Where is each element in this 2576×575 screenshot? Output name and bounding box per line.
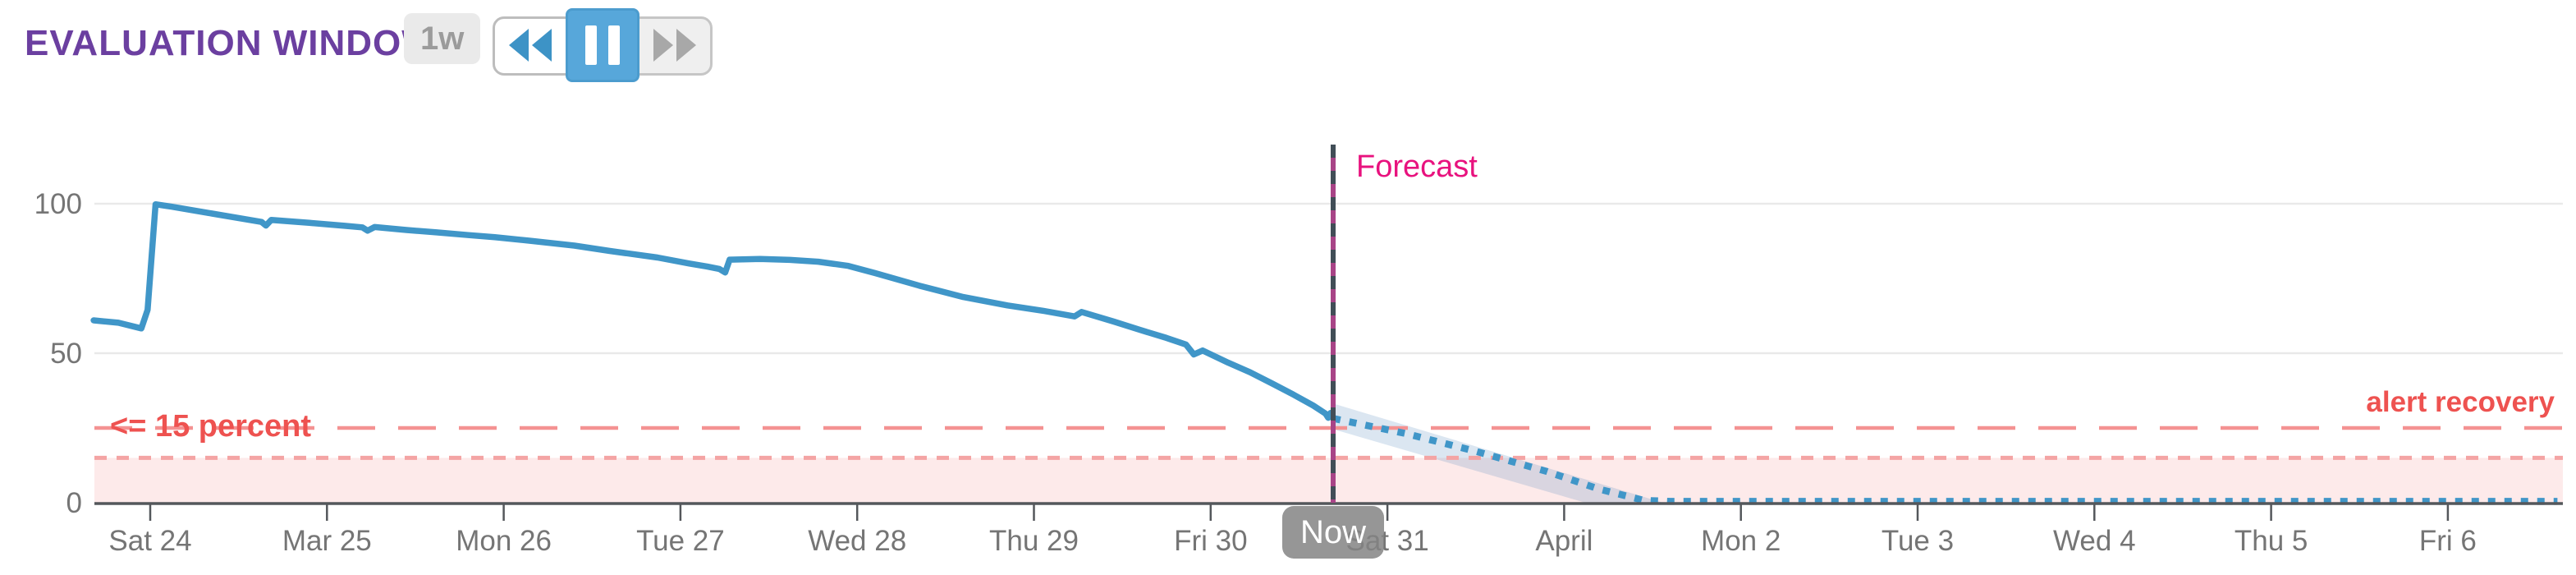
rewind-button[interactable] — [493, 16, 568, 76]
x-tick-label-0: Sat 24 — [108, 525, 191, 557]
y-tick-label-0: 0 — [66, 487, 82, 519]
history-line-series — [90, 200, 1336, 422]
fast-forward-icon — [651, 25, 699, 67]
x-tick-label-13: Fri 6 — [2419, 525, 2477, 557]
x-tick-label-3: Tue 27 — [636, 525, 725, 557]
evaluation-window-title: EVALUATION WINDOW — [25, 23, 437, 63]
pause-icon — [585, 25, 620, 65]
x-tick-label-6: Fri 30 — [1174, 525, 1247, 557]
x-tick-label-11: Wed 4 — [2053, 525, 2136, 557]
alert-zone-fill — [94, 458, 2563, 503]
y-tick-label-50: 50 — [50, 338, 82, 370]
x-tick-label-5: Thu 29 — [989, 525, 1079, 557]
alert-recovery-label: alert recovery — [2366, 386, 2555, 418]
pause-button[interactable] — [566, 8, 639, 82]
rewind-icon — [506, 25, 554, 67]
x-tick-label-2: Mon 26 — [456, 525, 552, 557]
evaluation-window-header: EVALUATION WINDOW 1w — [0, 0, 2576, 90]
x-tick-label-12: Thu 5 — [2235, 525, 2308, 557]
y-tick-label-100: 100 — [34, 188, 82, 220]
x-tick-label-10: Tue 3 — [1882, 525, 1954, 557]
playback-controls — [493, 8, 713, 84]
forecast-annotation: Forecast — [1356, 150, 1478, 184]
forecast-confidence-band — [1333, 403, 1663, 503]
forecast-line-series — [1332, 415, 2558, 505]
window-duration-badge: 1w — [404, 13, 481, 64]
now-marker-badge: Now — [1282, 506, 1384, 559]
x-tick-label-8: April — [1535, 525, 1593, 557]
x-tick-label-9: Mon 2 — [1701, 525, 1781, 557]
x-tick-label-4: Wed 28 — [808, 525, 906, 557]
alert-threshold-label: <= 15 percent — [110, 409, 312, 444]
fast-forward-button[interactable] — [637, 16, 713, 76]
x-tick-label-1: Mar 25 — [282, 525, 372, 557]
